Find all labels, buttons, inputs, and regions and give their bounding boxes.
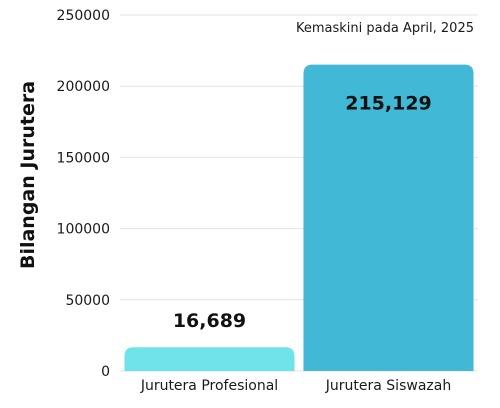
data-label: 16,689	[173, 310, 246, 332]
y-tick-label: 200000	[57, 79, 110, 95]
update-note: Kemaskini pada April, 2025	[296, 21, 474, 36]
y-tick-label: 150000	[57, 150, 110, 166]
y-tick-label: 250000	[57, 8, 110, 24]
bars	[124, 64, 474, 371]
y-axis-ticks: 0 50000 100000 150000 200000 250000	[57, 8, 110, 380]
y-tick-label: 0	[101, 364, 110, 380]
data-label: 215,129	[345, 93, 432, 115]
y-tick-label: 50000	[65, 293, 110, 309]
x-tick-label: Jurutera Siswazah	[325, 378, 451, 394]
x-axis-ticks: Jurutera Profesional Jurutera Siswazah	[140, 378, 451, 394]
bar-2	[303, 64, 474, 371]
data-labels: 16,689 215,129	[173, 93, 432, 333]
y-tick-label: 100000	[57, 222, 110, 238]
bar-1	[124, 347, 295, 371]
x-tick-label: Jurutera Profesional	[140, 378, 278, 394]
y-axis-title: Bilangan Jurutera	[17, 81, 39, 269]
